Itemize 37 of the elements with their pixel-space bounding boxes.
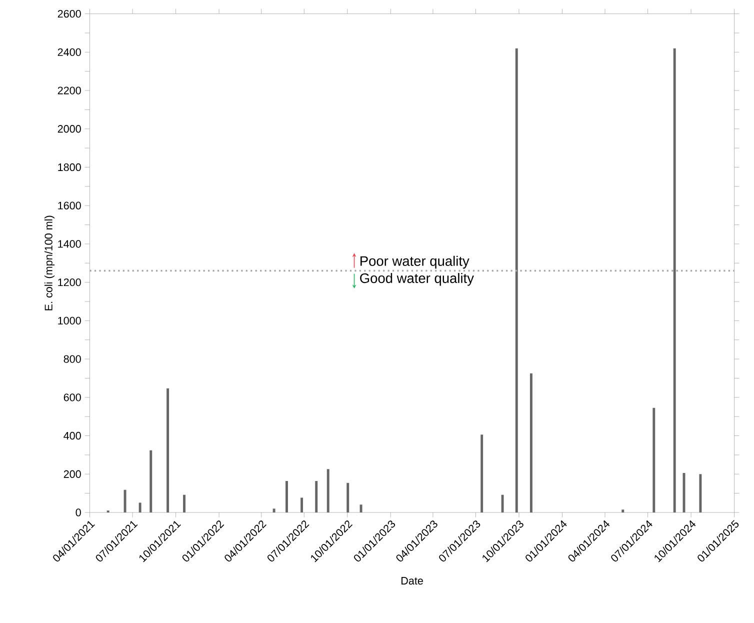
x-axis-title: Date (402, 577, 423, 585)
y-tick-label: 1400 (58, 240, 81, 248)
y-tick-label: 200 (64, 470, 81, 478)
bar (150, 450, 152, 513)
bar (673, 48, 676, 513)
bar (300, 498, 304, 513)
bar (272, 508, 276, 513)
y-tick-label: 2600 (58, 10, 81, 18)
y-tick-label: 800 (64, 355, 81, 363)
y-tick-label: 400 (64, 432, 81, 440)
bar (183, 494, 186, 513)
bar (515, 48, 518, 513)
bar (652, 408, 656, 513)
y-tick-label: 2200 (58, 86, 81, 94)
bar (699, 474, 702, 513)
y-tick-label: 1000 (58, 316, 81, 325)
bar (530, 373, 532, 513)
bar (501, 494, 504, 513)
bar (346, 483, 350, 513)
bar (360, 504, 362, 513)
bar (166, 388, 170, 513)
annotation: Good water quality (360, 273, 474, 286)
bar (315, 481, 318, 513)
y-tick-label: 1200 (58, 278, 81, 286)
bar (622, 510, 624, 513)
y-tick-label: 2400 (58, 48, 81, 56)
bar (326, 469, 330, 513)
bar (286, 481, 288, 513)
annotation: Poor water quality (360, 256, 470, 269)
y-tick-label: 600 (64, 394, 81, 402)
y-tick-label: 1600 (58, 202, 81, 210)
y-tick-label: 2000 (58, 125, 81, 133)
bar (138, 502, 142, 513)
y-axis-title: E. coli (mpn/100 ml) (44, 216, 55, 310)
y-tick-label: 1800 (58, 163, 81, 172)
bar (480, 434, 484, 513)
y-tick-label: 0 (76, 508, 81, 516)
